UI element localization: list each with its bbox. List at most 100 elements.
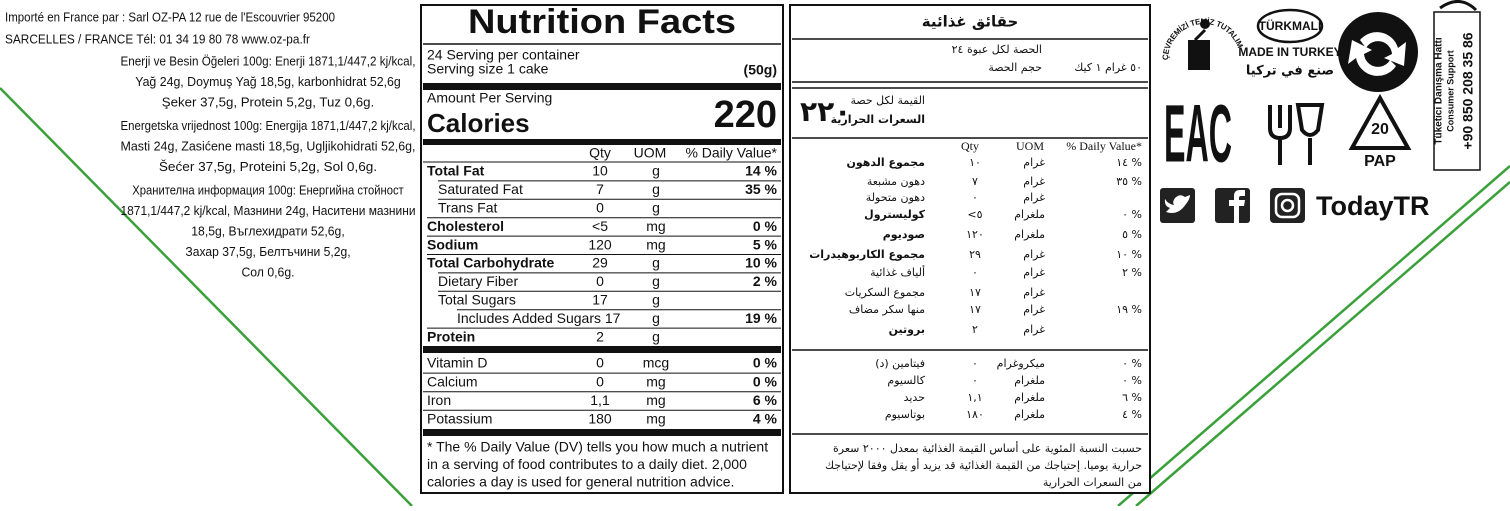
nutrient-uom-ar: ملغرام xyxy=(1014,374,1045,387)
nutrient-qty: 0 xyxy=(596,373,604,389)
food-contact-icon xyxy=(1268,103,1325,165)
nutrient-qty-ar: ٠ xyxy=(972,357,978,370)
column-header-ar: % Daily Value* xyxy=(1066,139,1142,153)
serving-size-label: Serving size 1 cake xyxy=(427,61,549,77)
nutrient-uom-ar: غرام xyxy=(1023,323,1045,336)
nutrient-uom: mg xyxy=(646,236,665,252)
column-header-ar: Qty xyxy=(961,139,979,153)
nutrient-dv-ar: ٠ % xyxy=(1122,208,1142,221)
nutrient-uom: mg xyxy=(646,411,665,427)
calories-ar: ٢٢٠ xyxy=(800,95,851,128)
nutrient-name-ar: بوتاسيوم xyxy=(885,408,925,421)
nutrient-uom: g xyxy=(652,255,660,271)
composition-line: Šećer 37,5g, Proteini 5,2g, Sol 0,6g. xyxy=(159,159,377,174)
footnote-line: * The % Daily Value (DV) tells you how m… xyxy=(427,439,768,455)
instagram-frame xyxy=(1274,192,1301,219)
nutrition-title-ar: حقائق غذائية xyxy=(922,13,1019,31)
nutrient-name: Saturated Fat xyxy=(438,181,523,197)
nutrient-qty: 7 xyxy=(596,181,604,197)
nutrient-name: Trans Fat xyxy=(438,200,497,216)
nutrient-uom-ar: غرام xyxy=(1023,286,1045,299)
amount-per-serving-ar: القيمة لكل حصة xyxy=(850,94,925,107)
importer-line: SARCELLES / FRANCE Tél: 01 34 19 80 78 w… xyxy=(5,31,311,46)
nutrient-dv-ar: ٣٥ % xyxy=(1116,175,1142,188)
twitter-bird xyxy=(1164,195,1190,213)
servings: 24 Serving per container xyxy=(427,47,580,63)
nutrient-qty-ar: ٠ xyxy=(972,266,978,279)
column-header: Qty xyxy=(589,145,611,161)
calories-label: Calories xyxy=(427,108,530,138)
recycle-icon xyxy=(1338,12,1418,92)
composition-line: Yağ 24g, Doymuş Yağ 18,5g, karbonhidrat … xyxy=(135,74,401,89)
nutrient-name: Cholesterol xyxy=(427,218,504,234)
composition-line: 18,5g, Въглехидрати 52,6g, xyxy=(191,223,344,238)
column-header-ar: UOM xyxy=(1016,139,1044,153)
nutrient-uom-ar: ملغرام xyxy=(1014,208,1045,221)
green-stripe xyxy=(1117,165,1510,507)
eac-mark: EAC xyxy=(1164,89,1232,180)
nutrient-name: Sodium xyxy=(427,236,478,252)
footnote-line-ar: حسبت النسبة المئوية على أساس القيمة الغذ… xyxy=(833,441,1142,455)
pap-text: PAP xyxy=(1364,153,1396,170)
nutrient-name-ar: حديد xyxy=(904,391,925,404)
support-en: Consumer Support xyxy=(1445,50,1455,132)
composition-line: 1871,1/447,2 kj/kcal, Мазнини 24g, Насит… xyxy=(121,203,416,218)
nutrient-uom-ar: ملغرام xyxy=(1014,228,1045,241)
nutrient-qty-ar: ١٢٠ xyxy=(966,228,984,241)
serving-size: (50g) xyxy=(744,62,777,78)
nutrition-title: Nutrition Facts xyxy=(468,3,736,41)
composition-line: Хранителна информация 100g: Енергийна ст… xyxy=(132,182,403,197)
nutrient-uom-ar: ميكروغرام xyxy=(997,357,1045,370)
nutrient-uom: g xyxy=(652,292,660,308)
thick-rule xyxy=(423,429,781,436)
green-stripe xyxy=(0,87,413,507)
amount-per-serving: Amount Per Serving xyxy=(427,90,552,106)
nutrient-uom: mg xyxy=(646,373,665,389)
nutrient-dv: 0 % xyxy=(753,218,778,234)
pap-number: 20 xyxy=(1371,121,1389,138)
nutrient-qty: 0 xyxy=(596,355,604,371)
nutrient-name: Total Sugars xyxy=(438,292,516,308)
nutrient-dv: 0 % xyxy=(753,373,778,389)
nutrient-uom-ar: غرام xyxy=(1023,175,1045,188)
nutrient-qty-ar: <٥ xyxy=(967,208,982,221)
thick-rule xyxy=(423,83,781,90)
instagram-lens xyxy=(1280,198,1295,213)
nutrient-qty-ar: ٢٩ xyxy=(969,248,981,261)
nutrient-dv-ar: ٢ % xyxy=(1122,266,1142,279)
nutrient-qty-ar: ١,١ xyxy=(967,391,982,404)
thick-rule xyxy=(423,139,781,145)
nutrient-name-ar: مجموع السكريات xyxy=(845,286,925,299)
importer-line: Importé en France par : Sarl OZ-PA 12 ru… xyxy=(5,9,335,24)
nutrient-dv: 14 % xyxy=(745,163,777,179)
nutrient-name-ar: ألياف غذائية xyxy=(870,265,925,279)
column-header: UOM xyxy=(634,145,667,161)
made-in-text: MADE IN TURKEY xyxy=(1238,45,1341,59)
nutrient-uom-ar: غرام xyxy=(1023,156,1045,169)
nutrient-qty: 120 xyxy=(588,236,612,252)
nutrient-name: Protein xyxy=(427,328,475,344)
nutrient-dv-ar: ٠ % xyxy=(1122,374,1142,387)
nutrient-dv: 6 % xyxy=(753,392,778,408)
nutrient-uom: g xyxy=(652,181,660,197)
turkmali-badge xyxy=(1256,8,1324,44)
nutrient-name-ar: منها سكر مضاف xyxy=(849,303,925,316)
pap-triangle xyxy=(1348,93,1412,150)
recycle-arrows xyxy=(1348,32,1406,76)
nutrient-dv: 4 % xyxy=(753,411,778,427)
composition-line: Сол 0,6g. xyxy=(241,264,294,279)
nutrient-qty-ar: ٠ xyxy=(972,191,978,204)
nutrient-name-ar: صوديوم xyxy=(883,228,925,241)
nutrient-uom: g xyxy=(652,310,660,326)
column-header: % Daily Value* xyxy=(685,145,777,161)
calories: 220 xyxy=(714,94,777,136)
nutrient-dv-ar: ٠ % xyxy=(1122,357,1142,370)
nutrient-qty-ar: ٧ xyxy=(972,175,978,188)
nutrient-dv-ar: ١٤ % xyxy=(1116,156,1142,169)
made-in-ar-text: صنع في تركيا xyxy=(1246,64,1334,79)
nutrient-dv: 10 % xyxy=(745,255,777,271)
nutrient-qty-ar: ٢ xyxy=(972,323,978,336)
serving-size-ar: ٥٠ غرام ١ كيك xyxy=(1074,61,1142,74)
turkmali-text: TÜRKMALI xyxy=(1259,18,1322,33)
